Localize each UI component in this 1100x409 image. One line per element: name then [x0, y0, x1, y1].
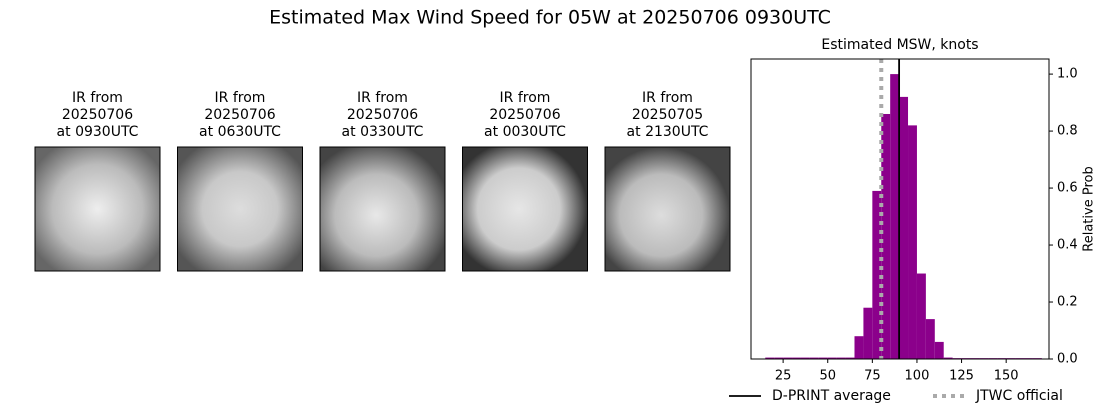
histogram-bar: [925, 319, 935, 359]
legend-label: JTWC official: [975, 388, 1063, 404]
histogram-bar: [908, 125, 917, 359]
y-tick-label: 0.2: [1057, 295, 1078, 310]
satellite-image: [604, 146, 731, 272]
image-caption: 20250706: [347, 107, 418, 123]
x-tick-label: 50: [819, 369, 836, 384]
image-caption: at 0330UTC: [342, 124, 424, 140]
histogram-bar: [943, 357, 953, 359]
histogram-bar: [818, 357, 828, 359]
legend-label: D-PRINT average: [772, 388, 891, 404]
image-caption: at 0630UTC: [199, 124, 281, 140]
y-tick-label: 0.4: [1057, 238, 1078, 253]
satellite-image: [34, 146, 161, 272]
image-caption: 20250706: [62, 107, 133, 123]
image-caption: at 2130UTC: [627, 124, 709, 140]
image-caption: IR from: [72, 90, 123, 106]
image-caption: 20250706: [489, 107, 560, 123]
histogram-bar: [890, 74, 900, 359]
histogram-bar: [800, 357, 810, 359]
y-tick-label: 1.0: [1057, 67, 1078, 82]
chart-title: Estimated MSW, knots: [821, 37, 978, 53]
histogram-bar: [792, 357, 801, 359]
histogram-bar: [845, 357, 855, 359]
y-axis-label: Relative Prob: [1082, 166, 1097, 251]
x-tick-label: 100: [905, 369, 930, 384]
y-tick-label: 0.6: [1057, 181, 1078, 196]
histogram-bar: [765, 357, 775, 359]
histogram-bar: [899, 96, 909, 360]
histogram-bar: [916, 273, 926, 359]
image-caption: IR from: [215, 90, 266, 106]
histogram-bar: [809, 357, 819, 359]
histogram-bar: [934, 341, 944, 359]
figure-title: Estimated Max Wind Speed for 05W at 2025…: [269, 7, 831, 29]
histogram-bar: [774, 357, 784, 359]
image-caption: at 0030UTC: [484, 124, 566, 140]
histogram-bar: [854, 336, 864, 359]
histogram-bar: [783, 357, 793, 359]
x-tick-label: 150: [994, 369, 1019, 384]
image-caption: IR from: [500, 90, 551, 106]
y-tick-label: 0.0: [1057, 352, 1078, 367]
y-tick-label: 0.8: [1057, 124, 1078, 139]
histogram-bar: [827, 357, 837, 359]
histogram-bar: [863, 307, 873, 359]
satellite-image: [177, 146, 303, 272]
histogram-bar: [872, 190, 882, 359]
image-caption: 20250705: [632, 107, 703, 123]
image-caption: IR from: [642, 90, 693, 106]
plot-frame: [750, 58, 1050, 360]
histogram-bar: [836, 357, 846, 359]
histogram-bar: [881, 113, 891, 360]
x-tick-label: 75: [864, 369, 881, 384]
x-tick-label: 25: [775, 369, 792, 384]
image-caption: IR from: [357, 90, 408, 106]
satellite-image: [319, 146, 446, 272]
satellite-image: [462, 146, 588, 272]
histogram: Estimated MSW, knots 25 50 75 100 125 150 0.0 0.…: [729, 37, 1097, 404]
image-caption: 20250706: [204, 107, 275, 123]
x-tick-label: 125: [949, 369, 974, 384]
image-caption: at 0930UTC: [57, 124, 139, 140]
